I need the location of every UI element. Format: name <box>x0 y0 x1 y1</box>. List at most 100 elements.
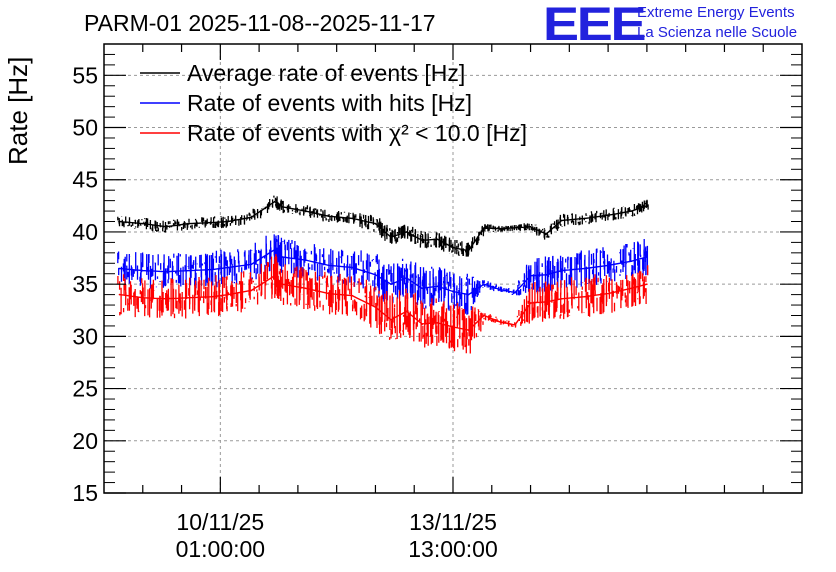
data-point <box>141 296 144 299</box>
data-point <box>188 222 191 225</box>
data-point <box>304 259 307 261</box>
y-tick-label: 15 <box>72 480 98 506</box>
data-point <box>211 295 214 298</box>
data-point <box>421 323 423 325</box>
series-1 <box>117 234 649 315</box>
data-point <box>211 221 214 224</box>
data-point <box>560 269 563 272</box>
data-point <box>227 220 229 223</box>
data-point <box>405 277 408 279</box>
data-point <box>165 270 167 273</box>
data-point <box>328 292 330 295</box>
logo-line-2: La Scienza nelle Scuole <box>637 24 798 41</box>
data-point <box>529 275 532 277</box>
data-point <box>374 306 377 308</box>
data-point <box>630 287 633 290</box>
data-point <box>227 293 229 296</box>
data-point <box>529 225 532 228</box>
data-point <box>211 268 214 271</box>
data-point <box>390 318 392 321</box>
data-point <box>452 326 454 328</box>
legend-label: Rate of events with hits [Hz] <box>187 90 472 116</box>
series-0 <box>117 195 649 257</box>
data-point <box>452 246 454 249</box>
data-point <box>498 320 501 323</box>
data-point <box>328 215 330 218</box>
data-point <box>188 269 191 272</box>
y-tick-label: 20 <box>72 428 98 454</box>
y-tick-label: 35 <box>72 271 98 297</box>
data-point <box>514 324 516 326</box>
data-point <box>529 302 532 304</box>
x-tick-date-label: 13/11/25 <box>409 509 497 535</box>
chart-title: PARM-01 2025-11-08--2025-11-17 <box>84 10 436 36</box>
data-point <box>467 249 470 252</box>
data-point <box>545 301 547 303</box>
data-point <box>646 256 648 258</box>
data-point <box>141 222 144 225</box>
data-point <box>141 269 144 272</box>
legend-label: Average rate of events [Hz] <box>187 60 465 86</box>
data-point <box>250 216 253 219</box>
x-tick-time-label: 01:00:00 <box>176 536 266 562</box>
data-point <box>351 217 353 220</box>
data-point <box>560 297 563 300</box>
data-point <box>165 297 167 300</box>
y-axis-label: Rate [Hz] <box>3 56 33 165</box>
y-tick-label: 50 <box>72 115 98 141</box>
data-point <box>118 293 121 296</box>
data-point <box>118 267 121 270</box>
data-point <box>374 273 377 276</box>
data-point <box>273 200 276 203</box>
data-point <box>514 291 516 294</box>
data-point <box>390 283 392 285</box>
data-point <box>545 233 547 235</box>
data-point <box>607 214 609 217</box>
data-point <box>281 283 284 285</box>
data-point <box>452 290 454 293</box>
data-point <box>607 264 609 267</box>
data-point <box>304 210 307 212</box>
data-point <box>436 321 439 324</box>
data-point <box>514 226 516 229</box>
data-point <box>584 267 586 270</box>
data-point <box>436 285 439 288</box>
data-point <box>390 236 392 238</box>
data-point <box>436 238 439 241</box>
data-point <box>273 275 276 277</box>
data-point <box>304 287 307 290</box>
series-2 <box>117 254 649 354</box>
data-point <box>250 289 253 292</box>
data-point <box>188 296 191 299</box>
data-point <box>405 310 408 313</box>
data-point <box>584 217 586 220</box>
legend-label: Rate of events with χ² < 10.0 [Hz] <box>187 120 527 146</box>
data-point <box>483 226 485 229</box>
legend: Average rate of events [Hz] Rate of event… <box>140 60 527 146</box>
y-tick-label: 25 <box>72 376 98 402</box>
series-noise-2 <box>117 254 649 354</box>
y-tick-label: 30 <box>72 323 98 349</box>
data-point <box>273 248 276 251</box>
series-line-0 <box>119 200 648 252</box>
x-tick-time-label: 13:00:00 <box>408 536 498 562</box>
data-point <box>560 219 563 222</box>
data-point <box>165 225 167 228</box>
data-point <box>351 294 353 297</box>
data-point <box>483 283 485 285</box>
data-point <box>281 256 284 258</box>
data-point <box>374 222 377 225</box>
y-tick-label: 45 <box>72 167 98 193</box>
data-point <box>646 205 648 207</box>
data-point <box>483 314 485 317</box>
data-point <box>328 264 330 267</box>
data-point <box>607 292 609 295</box>
y-tick-label: 40 <box>72 219 98 245</box>
data-point <box>227 266 229 269</box>
eee-logo: EEE <box>543 0 647 50</box>
data-point <box>498 228 501 230</box>
data-point <box>646 283 648 285</box>
data-point <box>421 287 423 290</box>
